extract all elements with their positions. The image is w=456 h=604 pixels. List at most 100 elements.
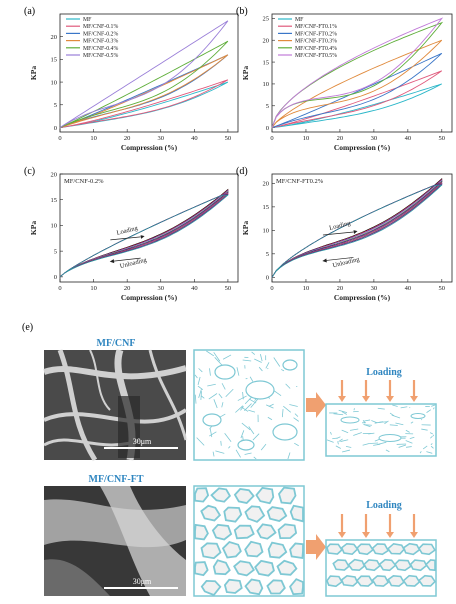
cell-wall — [221, 540, 242, 559]
cell-wall — [244, 578, 264, 596]
cell-wall — [233, 524, 255, 540]
fiber-strand — [268, 403, 274, 407]
unloading-arrow-head — [322, 258, 327, 263]
y-tick-label: 5 — [54, 102, 57, 109]
pore — [214, 364, 236, 380]
x-tick-label: 50 — [439, 285, 446, 292]
cell-wall — [212, 559, 231, 576]
cell-wall — [194, 523, 209, 541]
fiber-strand — [430, 435, 433, 439]
y-axis-title: KPa — [241, 66, 250, 80]
fiber-strand — [293, 417, 300, 422]
sem-title-mf-cnf-ft: MF/CNF-FT — [89, 474, 144, 485]
scale-bar-label-1: 30μm — [133, 437, 152, 446]
cell-wall — [278, 486, 297, 505]
fiber-strand — [405, 446, 412, 448]
y-tick-label: 15 — [263, 204, 270, 211]
fiber-strand — [235, 449, 241, 458]
x-tick-label: 20 — [337, 285, 344, 292]
series-line-0 — [59, 81, 229, 128]
fiber-strand — [200, 395, 205, 399]
y-tick-label: 20 — [263, 38, 270, 45]
y-tick-label: 0 — [54, 125, 57, 132]
fiber-strand — [215, 450, 225, 454]
fiber-strand — [431, 404, 436, 407]
fiber-strand — [430, 443, 433, 446]
series-line-5 — [271, 17, 444, 128]
x-tick-label: 40 — [191, 135, 198, 142]
pore — [378, 434, 402, 442]
x-tick-label: 40 — [191, 285, 198, 292]
x-axis-title: Compression (%) — [334, 143, 391, 152]
transition-arrow-1 — [306, 392, 326, 418]
unloading-annotation: Unloading — [332, 256, 361, 270]
legend-entry-3: MF/CNF-FT0.3% — [295, 39, 337, 45]
y-tick-label: 20 — [263, 181, 270, 188]
y-tick-label: 10 — [263, 81, 270, 88]
loading-arrow-head — [353, 230, 358, 234]
sem-image-mf-cnf — [43, 348, 188, 462]
cell-wall — [223, 506, 243, 523]
sem-image-mf-cnf-ft — [44, 486, 186, 596]
fiber-strand — [200, 391, 202, 400]
fiber-strand — [248, 409, 256, 413]
cell-wall — [211, 523, 233, 541]
fiber-strand — [377, 407, 385, 410]
cell-wall — [402, 574, 421, 587]
fiber-strand — [249, 398, 257, 404]
fiber-strand — [224, 433, 232, 442]
press-arrow-head — [338, 532, 346, 538]
fiber-strand — [235, 405, 244, 413]
fiber-strand — [242, 391, 244, 400]
x-tick-label: 0 — [270, 135, 273, 142]
fiber-strand — [206, 350, 215, 357]
x-tick-label: 0 — [270, 285, 273, 292]
fiber-strand — [353, 432, 362, 436]
fiber-strand — [281, 409, 284, 418]
fiber-strand — [426, 409, 432, 413]
fiber-strand — [429, 432, 433, 435]
fiber-strand — [294, 442, 299, 447]
cell-wall — [363, 559, 381, 572]
plot-frame — [59, 173, 239, 283]
fiber-strand — [244, 396, 253, 405]
sample-label: MF/CNF-FT0.2% — [276, 178, 324, 185]
fiber-strand — [250, 398, 259, 408]
fiber-strand — [237, 395, 247, 401]
x-tick-label: 10 — [303, 285, 310, 292]
fiber-strand — [213, 399, 218, 409]
fiber-strand — [266, 404, 274, 409]
press-arrow-head — [338, 396, 346, 402]
series-line-3 — [59, 54, 229, 128]
x-axis-title: Compression (%) — [121, 143, 178, 152]
fiber-strand — [213, 352, 221, 362]
press-arrow-head — [410, 396, 418, 402]
fiber-strand — [244, 452, 252, 455]
fiber-strand — [349, 428, 359, 431]
fiber-strand — [421, 428, 428, 431]
fiber-strand — [433, 407, 435, 410]
y-axis-title: KPa — [29, 221, 38, 235]
unloading-annotation: Unloading — [119, 256, 148, 270]
fiber-strand — [196, 437, 205, 446]
legend-entry-4: MF/CNF-0.4% — [83, 46, 118, 52]
fiber-strand — [385, 449, 390, 453]
cell-wall — [289, 542, 304, 560]
cell-wall — [402, 542, 421, 556]
loading-arrow — [110, 236, 141, 241]
fiber-strand — [194, 394, 197, 404]
series-line-1 — [271, 70, 443, 129]
y-tick-label: 0 — [266, 275, 269, 282]
pore — [272, 423, 298, 441]
y-tick-label: 15 — [51, 197, 58, 204]
loading-arrow — [322, 231, 354, 236]
fiber-strand — [326, 439, 334, 443]
fiber-strand — [294, 413, 299, 417]
scale-bar-label-2: 30μm — [133, 577, 152, 586]
y-tick-label: 20 — [51, 34, 58, 41]
legend-entry-2: MF/CNF-FT0.2% — [295, 31, 337, 37]
x-tick-label: 0 — [58, 135, 61, 142]
fiber-strand — [220, 440, 222, 446]
cell-wall — [266, 506, 288, 522]
y-tick-label: 25 — [263, 16, 270, 23]
